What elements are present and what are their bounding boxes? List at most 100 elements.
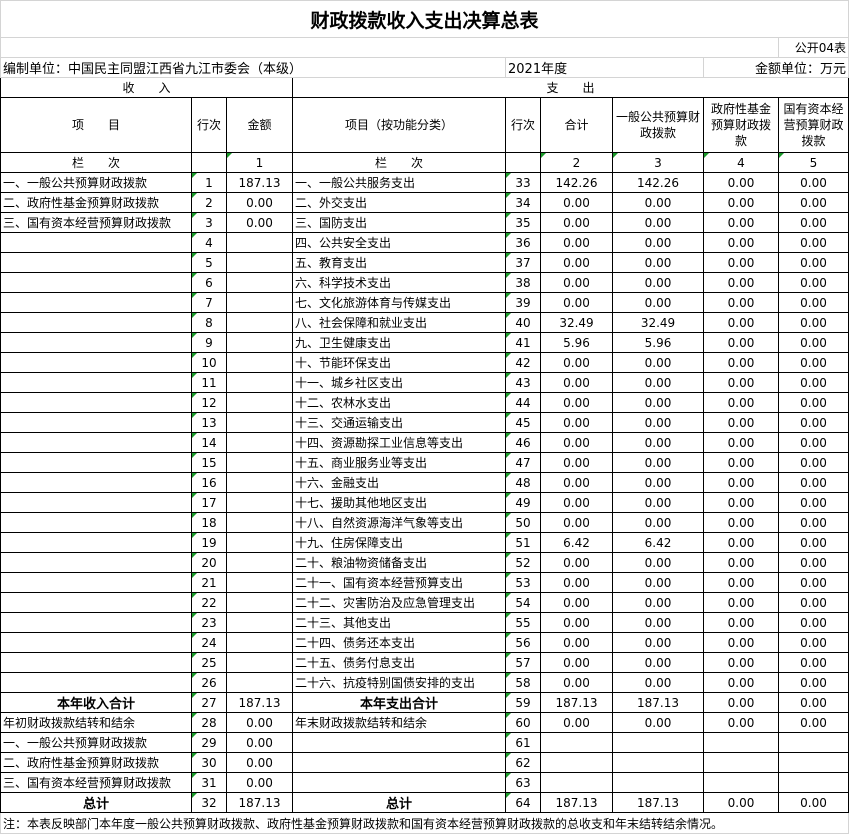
expense-gov-fund[interactable]: 0.00 bbox=[703, 232, 779, 253]
expense-total[interactable]: 0.00 bbox=[540, 472, 613, 493]
income-row-no[interactable]: 29 bbox=[191, 732, 227, 753]
income-item[interactable] bbox=[0, 472, 192, 493]
expense-row-no[interactable]: 35 bbox=[505, 212, 541, 233]
expense-total[interactable] bbox=[540, 732, 613, 753]
income-amount[interactable]: 0.00 bbox=[226, 772, 293, 793]
income-item[interactable]: 总计 bbox=[0, 792, 192, 813]
expense-item[interactable]: 二、外交支出 bbox=[292, 192, 506, 213]
expense-row-no[interactable]: 59 bbox=[505, 692, 541, 713]
expense-general[interactable]: 0.00 bbox=[612, 432, 704, 453]
expense-total[interactable]: 0.00 bbox=[540, 372, 613, 393]
expense-gov-fund[interactable]: 0.00 bbox=[703, 632, 779, 653]
income-item[interactable] bbox=[0, 352, 192, 373]
income-row-no[interactable]: 8 bbox=[191, 312, 227, 333]
expense-item[interactable]: 十、节能环保支出 bbox=[292, 352, 506, 373]
expense-item[interactable]: 二十五、债务付息支出 bbox=[292, 652, 506, 673]
income-row-no[interactable]: 9 bbox=[191, 332, 227, 353]
income-amount[interactable] bbox=[226, 292, 293, 313]
expense-gov-fund[interactable]: 0.00 bbox=[703, 372, 779, 393]
expense-state-capital[interactable]: 0.00 bbox=[778, 532, 849, 553]
income-row-no[interactable]: 17 bbox=[191, 492, 227, 513]
expense-general[interactable]: 0.00 bbox=[612, 712, 704, 733]
income-amount[interactable] bbox=[226, 312, 293, 333]
expense-state-capital[interactable]: 0.00 bbox=[778, 172, 849, 193]
income-amount[interactable]: 0.00 bbox=[226, 752, 293, 773]
expense-row-no[interactable]: 39 bbox=[505, 292, 541, 313]
expense-state-capital[interactable]: 0.00 bbox=[778, 672, 849, 693]
expense-state-capital[interactable] bbox=[778, 732, 849, 753]
income-row-no[interactable]: 3 bbox=[191, 212, 227, 233]
income-amount[interactable] bbox=[226, 252, 293, 273]
expense-gov-fund[interactable]: 0.00 bbox=[703, 692, 779, 713]
expense-total[interactable]: 5.96 bbox=[540, 332, 613, 353]
expense-total[interactable]: 0.00 bbox=[540, 212, 613, 233]
income-item[interactable] bbox=[0, 512, 192, 533]
expense-total[interactable]: 0.00 bbox=[540, 192, 613, 213]
income-amount[interactable] bbox=[226, 572, 293, 593]
income-row-no[interactable]: 27 bbox=[191, 692, 227, 713]
expense-state-capital[interactable]: 0.00 bbox=[778, 632, 849, 653]
expense-total[interactable]: 0.00 bbox=[540, 552, 613, 573]
income-row-no[interactable]: 10 bbox=[191, 352, 227, 373]
income-amount[interactable]: 187.13 bbox=[226, 692, 293, 713]
expense-item[interactable]: 本年支出合计 bbox=[292, 692, 506, 713]
income-row-no[interactable]: 21 bbox=[191, 572, 227, 593]
expense-row-no[interactable]: 34 bbox=[505, 192, 541, 213]
expense-gov-fund[interactable]: 0.00 bbox=[703, 212, 779, 233]
expense-total[interactable]: 187.13 bbox=[540, 692, 613, 713]
expense-total[interactable] bbox=[540, 772, 613, 793]
expense-general[interactable]: 0.00 bbox=[612, 592, 704, 613]
expense-general[interactable]: 0.00 bbox=[612, 392, 704, 413]
expense-row-no[interactable]: 44 bbox=[505, 392, 541, 413]
income-row-no[interactable]: 22 bbox=[191, 592, 227, 613]
expense-row-no[interactable]: 60 bbox=[505, 712, 541, 733]
income-item[interactable] bbox=[0, 592, 192, 613]
expense-state-capital[interactable]: 0.00 bbox=[778, 652, 849, 673]
expense-item[interactable]: 二十二、灾害防治及应急管理支出 bbox=[292, 592, 506, 613]
expense-gov-fund[interactable]: 0.00 bbox=[703, 472, 779, 493]
income-amount[interactable] bbox=[226, 592, 293, 613]
expense-general[interactable]: 0.00 bbox=[612, 612, 704, 633]
expense-state-capital[interactable]: 0.00 bbox=[778, 292, 849, 313]
expense-total[interactable]: 0.00 bbox=[540, 232, 613, 253]
expense-gov-fund[interactable]: 0.00 bbox=[703, 592, 779, 613]
expense-total[interactable]: 0.00 bbox=[540, 432, 613, 453]
expense-gov-fund[interactable]: 0.00 bbox=[703, 612, 779, 633]
expense-gov-fund[interactable]: 0.00 bbox=[703, 412, 779, 433]
expense-gov-fund[interactable]: 0.00 bbox=[703, 792, 779, 813]
expense-gov-fund[interactable] bbox=[703, 752, 779, 773]
income-row-no[interactable]: 14 bbox=[191, 432, 227, 453]
expense-total[interactable]: 0.00 bbox=[540, 272, 613, 293]
expense-general[interactable]: 0.00 bbox=[612, 652, 704, 673]
expense-item[interactable]: 九、卫生健康支出 bbox=[292, 332, 506, 353]
expense-general[interactable]: 0.00 bbox=[612, 292, 704, 313]
expense-general[interactable]: 5.96 bbox=[612, 332, 704, 353]
expense-total[interactable]: 0.00 bbox=[540, 352, 613, 373]
expense-row-no[interactable]: 37 bbox=[505, 252, 541, 273]
income-row-no[interactable]: 26 bbox=[191, 672, 227, 693]
expense-gov-fund[interactable]: 0.00 bbox=[703, 192, 779, 213]
expense-state-capital[interactable]: 0.00 bbox=[778, 312, 849, 333]
income-amount[interactable] bbox=[226, 652, 293, 673]
income-item[interactable] bbox=[0, 272, 192, 293]
expense-state-capital[interactable] bbox=[778, 752, 849, 773]
expense-row-no[interactable]: 62 bbox=[505, 752, 541, 773]
expense-general[interactable] bbox=[612, 752, 704, 773]
expense-gov-fund[interactable]: 0.00 bbox=[703, 652, 779, 673]
expense-row-no[interactable]: 56 bbox=[505, 632, 541, 653]
expense-item[interactable]: 七、文化旅游体育与传媒支出 bbox=[292, 292, 506, 313]
income-amount[interactable] bbox=[226, 412, 293, 433]
expense-general[interactable]: 0.00 bbox=[612, 572, 704, 593]
expense-item[interactable]: 八、社会保障和就业支出 bbox=[292, 312, 506, 333]
income-row-no[interactable]: 28 bbox=[191, 712, 227, 733]
expense-item[interactable] bbox=[292, 732, 506, 753]
expense-general[interactable]: 0.00 bbox=[612, 632, 704, 653]
expense-gov-fund[interactable]: 0.00 bbox=[703, 492, 779, 513]
expense-state-capital[interactable]: 0.00 bbox=[778, 332, 849, 353]
expense-total[interactable]: 0.00 bbox=[540, 572, 613, 593]
expense-total[interactable]: 32.49 bbox=[540, 312, 613, 333]
expense-general[interactable] bbox=[612, 732, 704, 753]
expense-state-capital[interactable]: 0.00 bbox=[778, 392, 849, 413]
income-item[interactable] bbox=[0, 632, 192, 653]
expense-gov-fund[interactable]: 0.00 bbox=[703, 352, 779, 373]
